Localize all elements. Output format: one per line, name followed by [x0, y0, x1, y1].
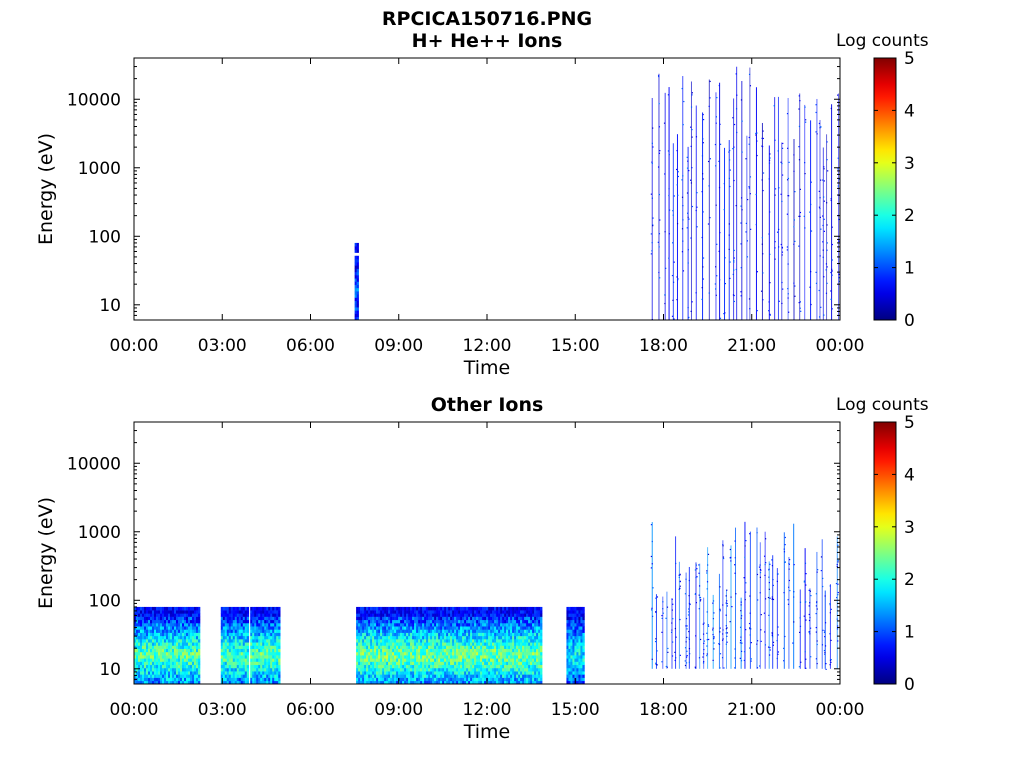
plot1-data: [354, 66, 840, 320]
plot1-ytick-label: 10: [99, 296, 121, 316]
colorbar2-tick-label: 2: [904, 570, 915, 590]
figure-title: RPCICA150716.PNG: [381, 8, 593, 30]
colorbar2-tick-label: 3: [904, 518, 915, 538]
plot2-xtick-label: 21:00: [727, 700, 776, 720]
plot2-activity-2: [250, 606, 281, 684]
plot1-ytick-label: 100: [89, 227, 121, 247]
plot2-ytick-label: 1000: [78, 523, 121, 543]
colorbar1-tick-label: 0: [904, 311, 915, 331]
colorbar1: [873, 57, 897, 321]
plot2-ytick-label: 10: [99, 660, 121, 680]
plot2-xlabel: Time: [463, 721, 511, 743]
colorbar2-tick-label: 1: [904, 623, 915, 643]
plot1-title: H+ He++ Ions: [411, 30, 563, 52]
plot1-xtick-label: 06:00: [286, 336, 335, 356]
plot2-xtick-label: 00:00: [816, 700, 865, 720]
plot2-xtick-label: 12:00: [463, 700, 512, 720]
colorbar1-tick-label: 4: [904, 101, 915, 121]
colorbar2-tick-label: 4: [904, 465, 915, 485]
plot2-activity-1: [220, 606, 250, 684]
plot1-xtick-label: 03:00: [198, 336, 247, 356]
plot2-activity-0: [134, 606, 201, 684]
plot1-xtick-label: 00:00: [816, 336, 865, 356]
plot2-ytick-label: 100: [89, 591, 121, 611]
plot2-data: [134, 521, 839, 684]
plot1-xtick-label: 12:00: [463, 336, 512, 356]
colorbar1-tick-label: 5: [904, 49, 915, 69]
plot2-activity-3: [356, 606, 543, 684]
colorbar1-tick-label: 3: [904, 154, 915, 174]
plot2-activity-5: [650, 521, 839, 670]
plot1-xtick-label: 18:00: [639, 336, 688, 356]
plot1-activity-1: [650, 66, 840, 320]
plot2-ytick-label: 10000: [67, 454, 121, 474]
plot2-xtick-label: 18:00: [639, 700, 688, 720]
colorbar2-title: Log counts: [836, 395, 929, 415]
colorbar1-tick-label: 2: [904, 206, 915, 226]
plot1-xtick-label: 21:00: [727, 336, 776, 356]
colorbar1-tick-label: 1: [904, 259, 915, 279]
plot2-xtick-label: 09:00: [374, 700, 423, 720]
plot2-activity-4: [566, 606, 585, 684]
plot2-xtick-label: 03:00: [198, 700, 247, 720]
plot2-xtick-label: 00:00: [110, 700, 159, 720]
plot2-title: Other Ions: [430, 394, 544, 416]
plot1-ytick-label: 1000: [78, 159, 121, 179]
colorbar2: [873, 421, 897, 685]
plot1-xtick-label: 00:00: [110, 336, 159, 356]
plot1-xtick-label: 15:00: [551, 336, 600, 356]
colorbar2-tick-label: 0: [904, 675, 915, 695]
plot2-xtick-label: 15:00: [551, 700, 600, 720]
plot1-xtick-label: 09:00: [374, 336, 423, 356]
plot1-xlabel: Time: [463, 357, 511, 379]
plot1-ytick-label: 10000: [67, 90, 121, 110]
plot1-activity-0: [354, 242, 359, 320]
plot2-xtick-label: 06:00: [286, 700, 335, 720]
colorbar2-tick-label: 5: [904, 413, 915, 433]
colorbar1-title: Log counts: [836, 31, 929, 51]
